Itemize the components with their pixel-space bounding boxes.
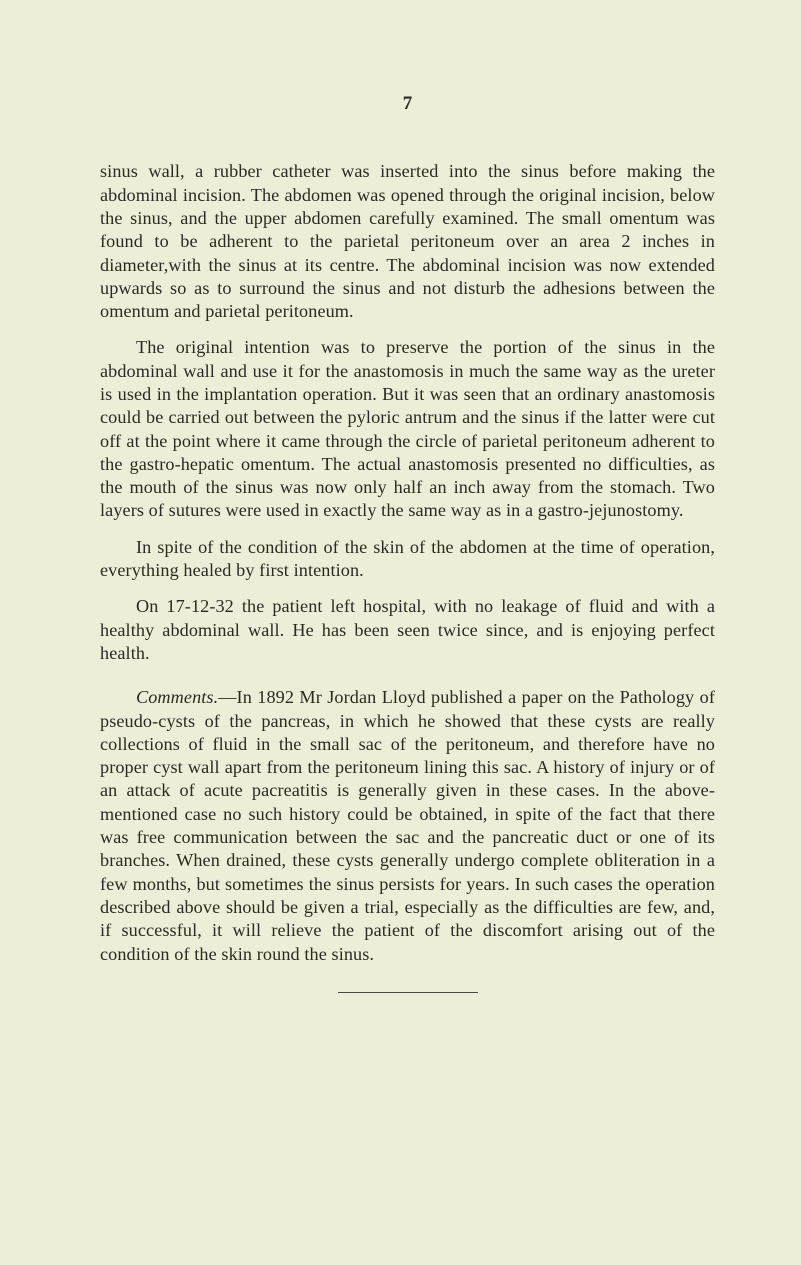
paragraph-1: sinus wall, a rubber catheter was insert… xyxy=(100,160,715,323)
paragraph-3: In spite of the condition of the skin of… xyxy=(100,536,715,583)
paragraph-4: On 17-12-32 the patient left hospital, w… xyxy=(100,595,715,665)
comments-body: —In 1892 Mr Jordan Lloyd published a pap… xyxy=(100,687,715,963)
paragraph-2: The original intention was to preserve t… xyxy=(100,336,715,522)
paragraph-comments: Comments.—In 1892 Mr Jordan Lloyd publis… xyxy=(100,686,715,966)
section-divider xyxy=(338,992,478,993)
comments-label: Comments. xyxy=(136,687,218,707)
page-number: 7 xyxy=(100,92,715,116)
page-container: 7 sinus wall, a rubber catheter was inse… xyxy=(0,0,801,1265)
section-gap xyxy=(100,678,715,686)
